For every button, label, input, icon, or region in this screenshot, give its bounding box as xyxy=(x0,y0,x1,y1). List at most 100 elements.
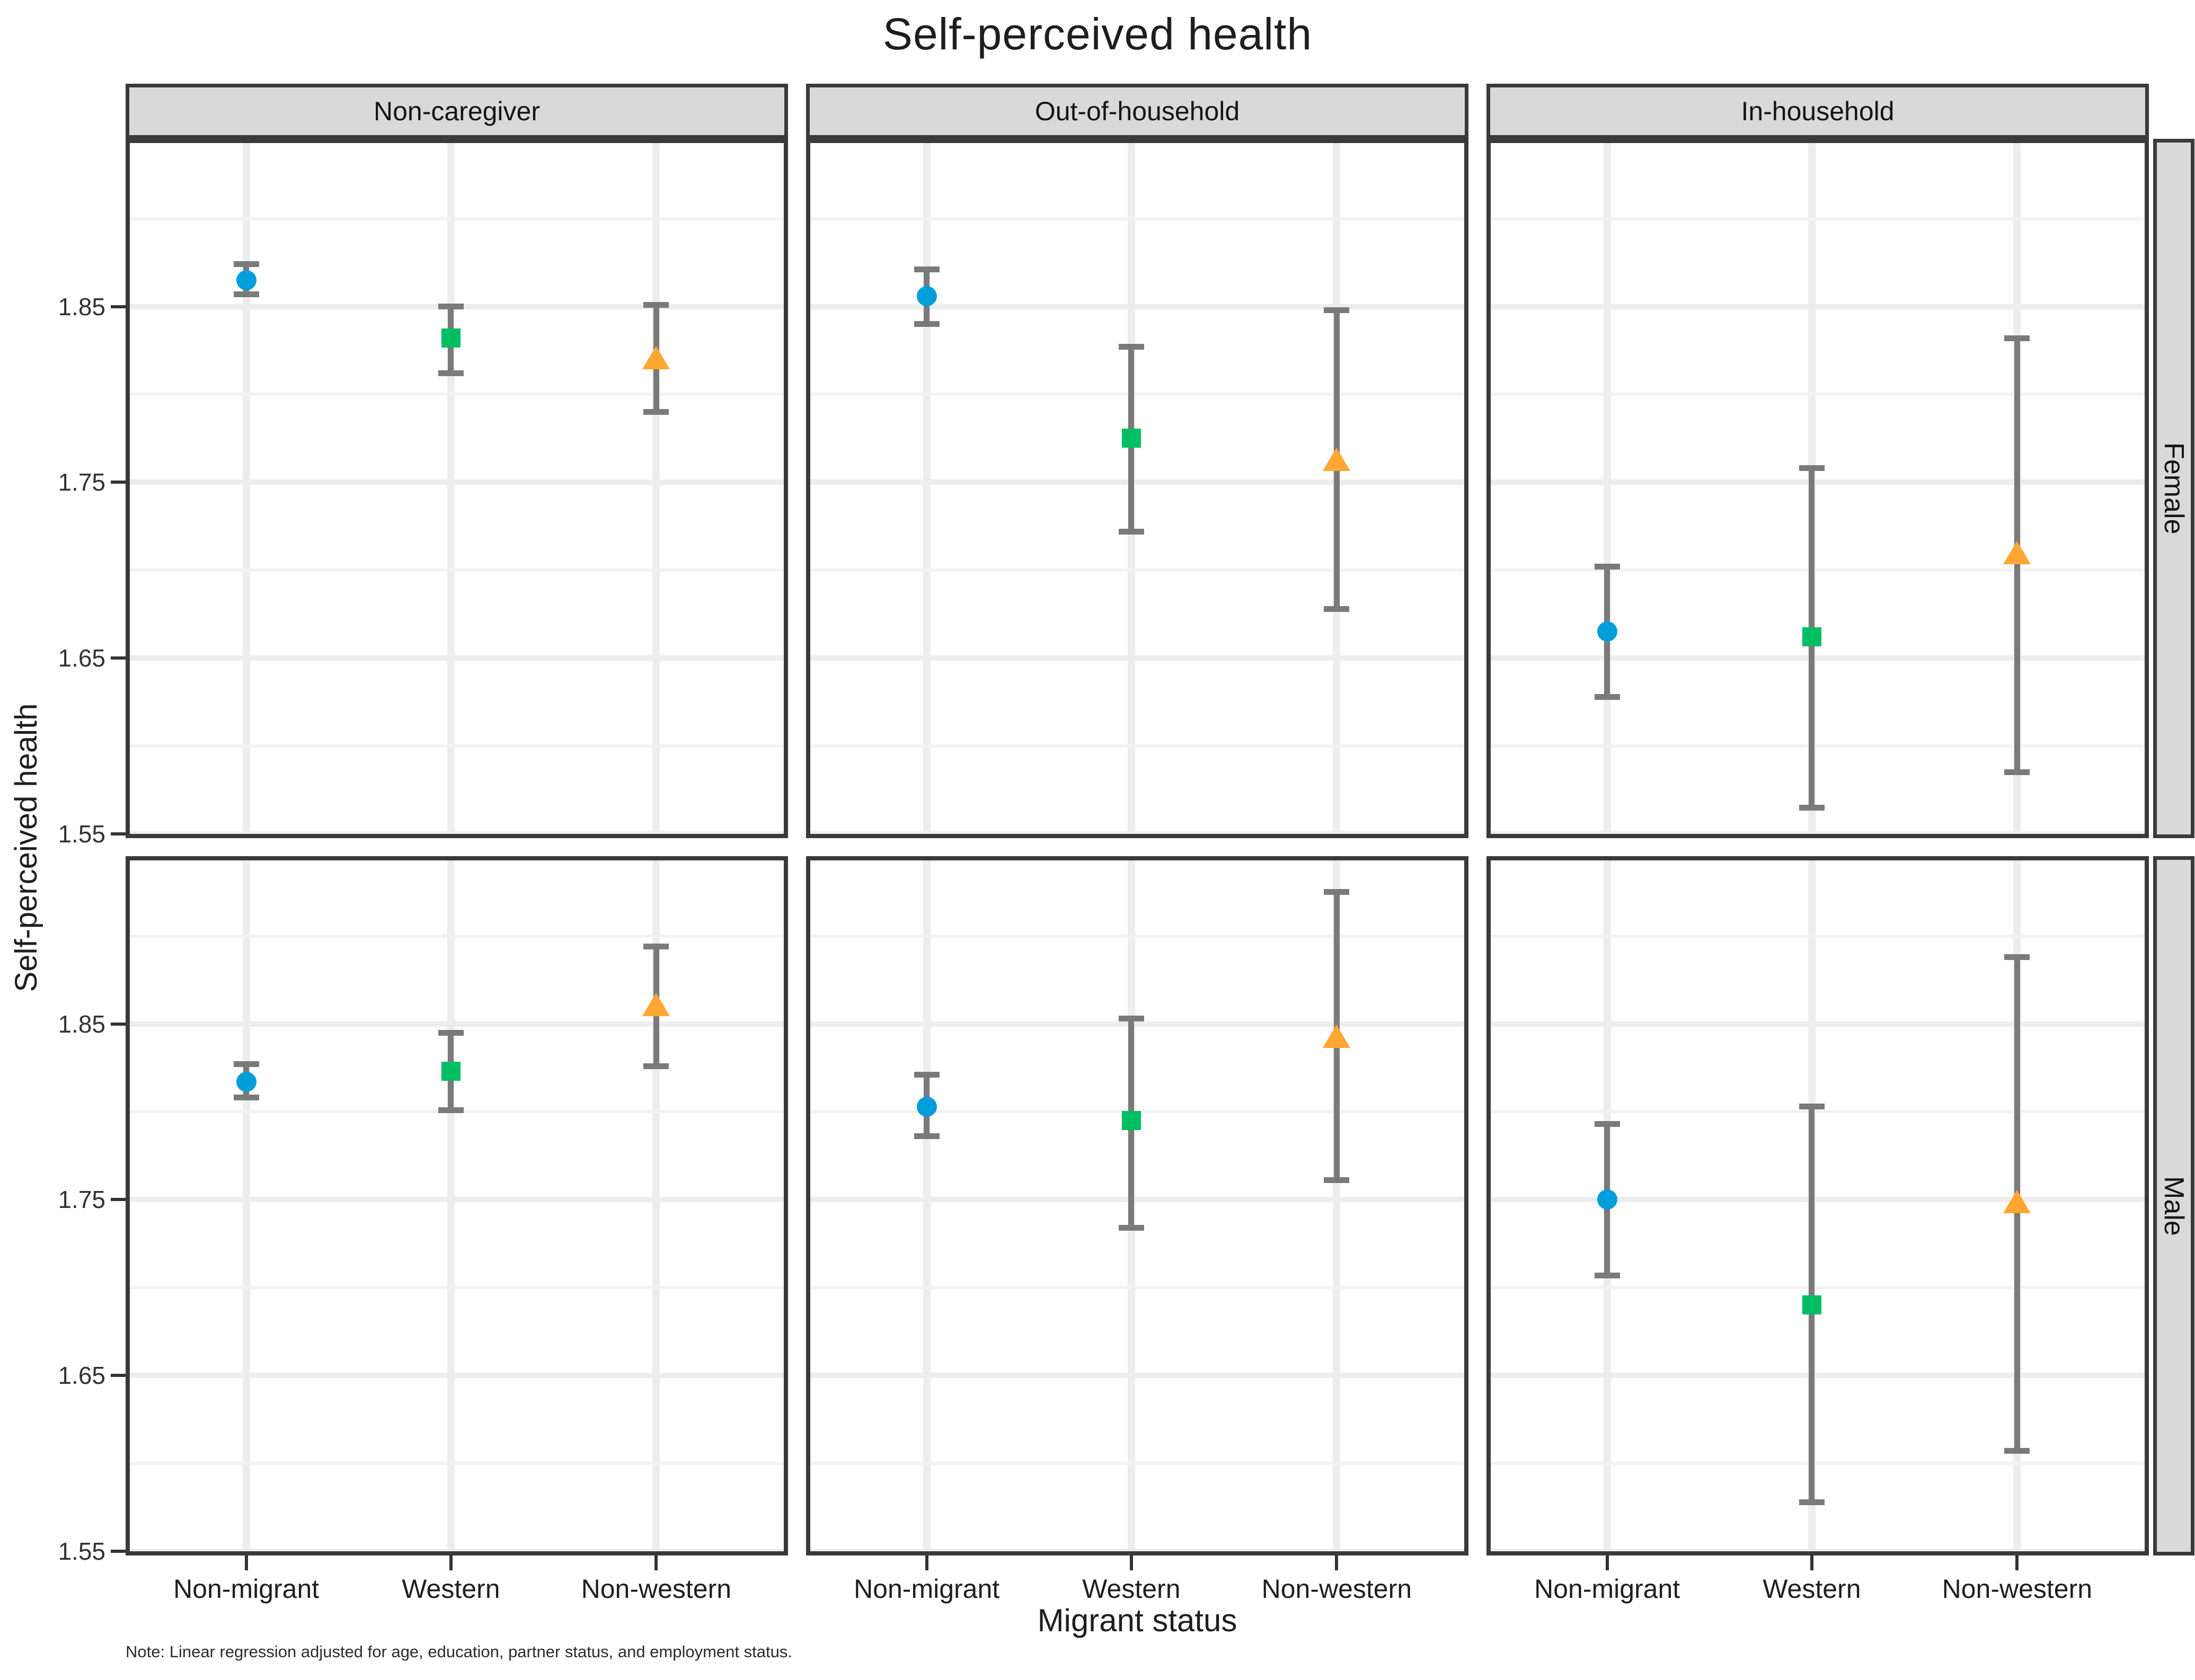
x-tick-label: Non-western xyxy=(1942,1574,2093,1604)
point-marker-square xyxy=(1802,1295,1821,1315)
facet-strip-label: Female xyxy=(2158,442,2189,535)
panel-female-in-household xyxy=(1486,139,2149,838)
gridline-major xyxy=(130,655,784,661)
gridline-minor xyxy=(1491,1462,2145,1465)
x-tick-mark xyxy=(244,1555,248,1570)
gridline-major xyxy=(810,304,1464,309)
errorbar-cap-top xyxy=(1799,465,1825,472)
errorbar-cap-bottom xyxy=(914,321,940,327)
chart-title: Self-perceived health xyxy=(882,9,1313,59)
gridline-minor xyxy=(810,393,1464,396)
y-tick-label: 1.55 xyxy=(58,1537,105,1565)
x-tick-label: Western xyxy=(1082,1574,1181,1604)
panel-female-non-caregiver xyxy=(126,139,788,838)
point-marker-circle xyxy=(1597,1189,1617,1210)
gridline-minor xyxy=(130,934,784,938)
gridline-major xyxy=(810,479,1464,485)
point-marker-triangle xyxy=(1323,1024,1351,1048)
gridline-vertical xyxy=(447,143,455,834)
y-tick-label: 1.85 xyxy=(58,292,105,321)
gridline-major xyxy=(810,1373,1464,1379)
point-marker-circle xyxy=(916,286,937,306)
gridline-major xyxy=(1491,831,2145,834)
gridline-major xyxy=(1491,655,2145,661)
gridline-minor xyxy=(130,217,784,220)
gridline-major xyxy=(1491,479,2145,485)
gridline-major xyxy=(130,1021,784,1027)
gridline-minor xyxy=(1491,217,2145,220)
facet-header-label: Non-caregiver xyxy=(373,96,540,126)
footnote: Note: Linear regression adjusted for age… xyxy=(126,1642,792,1661)
errorbar-cap-bottom xyxy=(914,1133,940,1140)
gridline-vertical xyxy=(447,860,455,1551)
point-marker-square xyxy=(441,1062,461,1081)
errorbar-cap-bottom xyxy=(1594,694,1620,700)
errorbar-cap-top xyxy=(1594,1121,1620,1127)
point-marker-triangle xyxy=(642,993,670,1017)
point-marker-square xyxy=(1121,429,1141,448)
facet-header-in-household: In-household xyxy=(1486,84,2149,139)
errorbar-cap-bottom xyxy=(1799,804,1825,811)
x-axis-title: Migrant status xyxy=(1037,1603,1237,1638)
facet-header-out-of-household: Out-of-household xyxy=(806,84,1468,139)
gridline-minor xyxy=(130,568,784,572)
gridline-major xyxy=(1491,1549,2145,1551)
gridline-minor xyxy=(810,217,1464,220)
gridline-vertical xyxy=(242,143,250,834)
gridline-major xyxy=(130,1549,784,1551)
errorbar-cap-top xyxy=(1594,564,1620,570)
errorbar-cap-bottom xyxy=(1324,606,1350,612)
gridline-vertical xyxy=(652,143,660,834)
point-marker-triangle xyxy=(642,345,670,369)
errorbar-cap-bottom xyxy=(438,1107,464,1113)
gridline-minor xyxy=(1491,1286,2145,1290)
gridline-minor xyxy=(130,1286,784,1290)
gridline-major xyxy=(130,479,784,485)
panel-male-out-of-household xyxy=(806,856,1468,1555)
y-tick-label: 1.65 xyxy=(58,644,105,672)
errorbar-cap-bottom xyxy=(1118,1224,1144,1231)
gridline-minor xyxy=(810,1462,1464,1465)
gridline-minor xyxy=(130,1462,784,1465)
y-tick-mark xyxy=(111,1374,126,1377)
gridline-minor xyxy=(1491,934,2145,938)
point-marker-circle xyxy=(916,1096,937,1117)
facet-strip-male: Male xyxy=(2153,856,2194,1555)
gridline-major xyxy=(810,1197,1464,1203)
x-tick-label: Non-western xyxy=(1261,1574,1412,1604)
gridline-vertical xyxy=(1603,143,1611,834)
gridline-minor xyxy=(810,568,1464,572)
facet-header-label: In-household xyxy=(1741,96,1895,126)
point-marker-triangle xyxy=(1323,448,1351,472)
y-tick-mark xyxy=(111,1550,126,1553)
gridline-major xyxy=(1491,1373,2145,1379)
errorbar-cap-top xyxy=(438,304,464,310)
errorbar-cap-top xyxy=(1118,1016,1144,1022)
y-tick-mark xyxy=(111,1022,126,1026)
x-tick-label: Non-migrant xyxy=(854,1574,1000,1604)
y-tick-mark xyxy=(111,481,126,484)
errorbar-cap-top xyxy=(643,301,669,308)
x-tick-label: Non-migrant xyxy=(173,1574,320,1604)
gridline-minor xyxy=(810,744,1464,748)
x-tick-mark xyxy=(1335,1555,1339,1570)
y-tick-mark xyxy=(111,832,126,835)
facet-header-label: Out-of-household xyxy=(1034,96,1240,126)
y-tick-mark xyxy=(111,1198,126,1202)
errorbar-cap-top xyxy=(1118,344,1144,350)
gridline-major xyxy=(1491,1197,2145,1203)
x-tick-mark xyxy=(1129,1555,1133,1570)
gridline-major xyxy=(1491,304,2145,309)
gridline-minor xyxy=(1491,568,2145,572)
x-tick-label: Non-migrant xyxy=(1534,1574,1680,1604)
x-tick-label: Western xyxy=(402,1574,500,1604)
errorbar-cap-top xyxy=(1324,307,1350,313)
gridline-minor xyxy=(130,393,784,396)
errorbar-cap-bottom xyxy=(233,1095,259,1101)
errorbar-cap-bottom xyxy=(1594,1272,1620,1278)
x-tick-mark xyxy=(925,1555,928,1570)
point-marker-circle xyxy=(236,270,256,290)
gridline-minor xyxy=(1491,393,2145,396)
errorbar-cap-top xyxy=(233,261,259,268)
facet-strip-female: Female xyxy=(2153,139,2194,838)
